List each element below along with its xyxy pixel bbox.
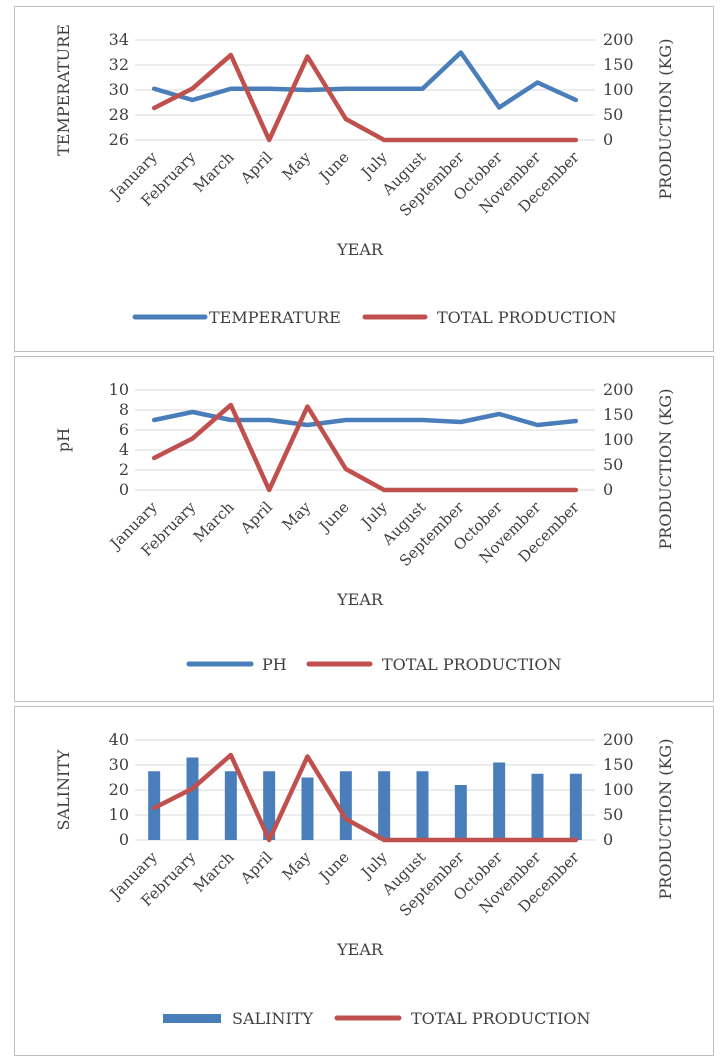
y2-tick-label: 200	[603, 730, 634, 749]
y-tick-label: 30	[109, 755, 129, 774]
y-axis-title: TEMPERATURE	[54, 24, 73, 156]
x-axis-title: YEAR	[336, 590, 384, 609]
y2-tick-label: 100	[603, 80, 634, 99]
y-tick-label: 10	[109, 805, 129, 824]
y-tick-label: 34	[109, 30, 129, 49]
x-axis-title: YEAR	[336, 240, 384, 259]
y2-tick-label: 200	[603, 380, 634, 399]
line-temperature	[151, 50, 579, 110]
bar-salinity-september	[454, 785, 467, 840]
salinity-chart-panel: 0 10 20 30 40 0 50 100 150 200 January February Marc…	[14, 706, 714, 1056]
bar-salinity-july	[378, 771, 391, 840]
y2-tick-label: 50	[603, 805, 623, 824]
chart-1-svg: 2628303234050100150200JanuaryFebruaryMar…	[54, 24, 675, 327]
x-tick-label-march: March	[190, 148, 238, 196]
legend-label-total-production: TOTAL PRODUCTION	[437, 308, 616, 327]
y2-axis-title: PRODUCTION (KG)	[656, 739, 675, 900]
x-tick-label-march: March	[190, 848, 238, 896]
y2-axis-title: PRODUCTION (KG)	[656, 39, 675, 200]
x-axis-title: YEAR	[336, 940, 384, 959]
legend-label-salinity: SALINITY	[232, 1009, 313, 1028]
x-tick-label-april: April	[236, 148, 276, 188]
y-tick-label: 6	[119, 420, 129, 439]
bar-salinity-may	[301, 777, 314, 840]
bar-salinity-november	[531, 773, 544, 840]
x-tick-label-march: March	[190, 498, 238, 546]
y-tick-label: 40	[109, 730, 129, 749]
y2-tick-label: 150	[603, 405, 634, 424]
y2-tick-label: 0	[603, 130, 613, 149]
y-tick-label: 28	[109, 105, 129, 124]
legend-label-total-production: TOTAL PRODUCTION	[411, 1009, 590, 1028]
bar-salinity-march	[224, 771, 237, 840]
x-tick-label-may: May	[278, 498, 314, 534]
y2-tick-label: 150	[603, 755, 634, 774]
y2-tick-label: 100	[603, 430, 634, 449]
legend-label-temperature: TEMPERATURE	[209, 308, 341, 327]
y-tick-label: 2	[119, 460, 129, 479]
y2-tick-label: 0	[603, 830, 613, 849]
legend-label-ph: PH	[262, 655, 287, 674]
legend-swatch-salinity	[163, 1014, 221, 1023]
x-tick-label-april: April	[236, 498, 276, 538]
y-tick-label: 20	[109, 780, 129, 799]
y-tick-label: 0	[119, 830, 129, 849]
y-tick-label: 32	[109, 55, 129, 74]
y-tick-label: 26	[109, 130, 129, 149]
x-tick-label-june: June	[314, 498, 352, 536]
bar-salinity-june	[339, 771, 352, 840]
y2-tick-label: 0	[603, 480, 613, 499]
y-tick-label: 10	[109, 380, 129, 399]
y2-axis-title: PRODUCTION (KG)	[656, 389, 675, 550]
y-tick-label: 0	[119, 480, 129, 499]
line-total-production	[151, 752, 579, 843]
ph-chart-panel: 0 2 4 6 8 10 0 50 100 150 200 January February March A…	[14, 356, 714, 702]
x-tick-label-may: May	[278, 848, 314, 884]
y-axis-title: pH	[54, 428, 73, 452]
line-ph	[151, 409, 579, 428]
line-total-production	[151, 402, 579, 493]
x-tick-label-june: June	[314, 848, 352, 886]
bar-salinity-october	[493, 762, 506, 840]
y-tick-label: 4	[119, 440, 129, 459]
legend-label-total-production: TOTAL PRODUCTION	[382, 655, 561, 674]
y-tick-label: 8	[119, 400, 129, 419]
y2-tick-label: 100	[603, 780, 634, 799]
bar-salinity-april	[263, 771, 276, 840]
x-tick-label-may: May	[278, 148, 314, 184]
bar-salinity-december	[569, 773, 582, 840]
y2-tick-label: 150	[603, 55, 634, 74]
bar-salinity-august	[416, 771, 429, 840]
x-tick-label-april: April	[236, 848, 276, 888]
x-tick-label-june: June	[314, 148, 352, 186]
y2-tick-label: 50	[603, 105, 623, 124]
y2-tick-label: 50	[603, 455, 623, 474]
y2-tick-label: 200	[603, 30, 634, 49]
y-axis-title: SALINITY	[54, 749, 73, 830]
chart-3-svg: 010203040050100150200JanuaryFebruaryMarc…	[54, 730, 675, 1028]
line-total-production	[151, 52, 579, 143]
temperature-chart-panel: 26 28 30 32 34 0 50 100 150 200 January February Mar…	[14, 6, 714, 352]
y-tick-label: 30	[109, 80, 129, 99]
bar-salinity-february	[186, 757, 199, 840]
